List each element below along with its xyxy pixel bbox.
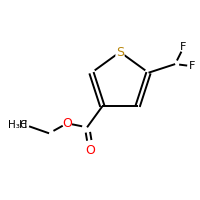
Text: O: O — [85, 144, 95, 157]
Text: H₃C: H₃C — [8, 120, 27, 130]
Text: F: F — [189, 61, 195, 71]
Text: H: H — [19, 120, 27, 130]
Text: F: F — [180, 42, 186, 52]
Text: S: S — [116, 46, 124, 58]
Text: O: O — [62, 117, 72, 130]
